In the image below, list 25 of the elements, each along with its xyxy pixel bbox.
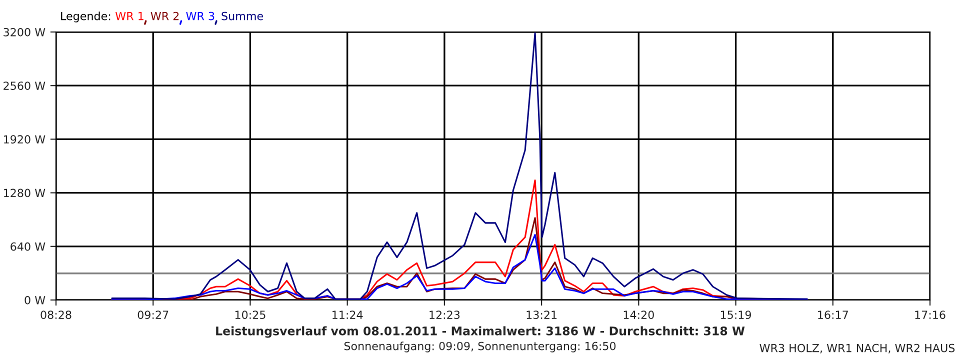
text: Leistungsverlauf vom 08.01.2011 - Maximalwert: 3186 W - Durchschnitt: 318 W — [216, 326, 745, 338]
x-tick-label: 15:19 — [720, 310, 751, 320]
x-tick-label: 13:21 — [526, 310, 557, 320]
legend-label: WR 2 — [150, 12, 179, 20]
x-tick-label: 11:24 — [332, 310, 363, 319]
x-tick-label: 12:23 — [430, 310, 460, 320]
x-tick-label: 08:28 — [40, 310, 72, 320]
x-tick-label: 09:27 — [138, 310, 168, 320]
text: WR 1 — [115, 12, 144, 20]
y-tick-label: 640 W — [10, 242, 46, 251]
y-tick-label: 0 W — [24, 296, 46, 304]
text: WR3 HOLZ, WR1 NACH, WR2 HAUS — [760, 344, 955, 354]
x-tick-label: 16:17 — [818, 310, 848, 320]
line-series — [111, 32, 808, 300]
y-tick-label: 1280 W — [4, 188, 46, 198]
x-tick-label: 14:20 — [624, 310, 654, 320]
text: Sonnenaufgang: 09:09, Sonnenuntergang: 16:50 — [344, 342, 616, 352]
y-tick-label: 2560 W — [4, 82, 46, 90]
legend-label: WR 3 — [186, 12, 214, 20]
y-tick-label: 3200 W — [4, 28, 46, 36]
x-tick-label: 17:16 — [915, 310, 946, 320]
legend-label: Summe — [222, 12, 263, 20]
y-tick-label: 1920 W — [4, 135, 46, 144]
x-tick-label: 10:25 — [235, 310, 266, 320]
legend-title: Legende: — [61, 12, 110, 22]
